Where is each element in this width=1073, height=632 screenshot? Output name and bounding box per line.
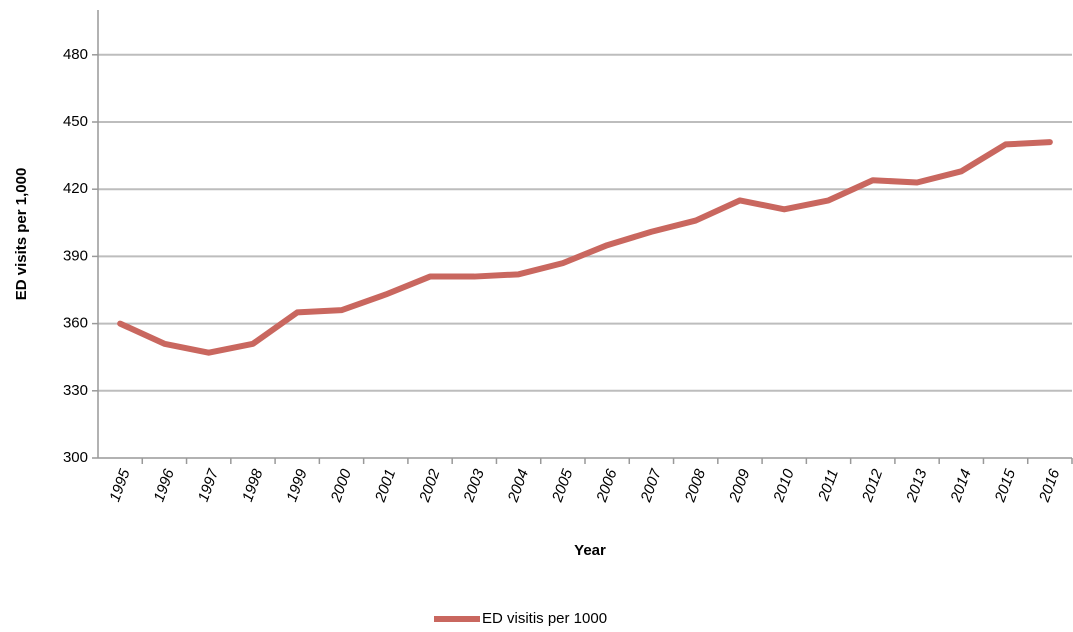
y-tick-label: 450	[63, 113, 88, 130]
y-tick-label: 420	[63, 180, 88, 197]
x-tick-label: 1996	[151, 466, 179, 504]
x-tick-label: 2016	[1036, 466, 1064, 505]
x-tick-label: 2012	[859, 466, 887, 505]
x-tick-label: 2005	[549, 466, 577, 505]
x-tick-label: 2009	[726, 466, 754, 505]
x-tick-label: 2001	[372, 467, 400, 505]
x-tick-label: 2006	[593, 466, 621, 505]
x-tick-label: 2011	[815, 467, 842, 504]
x-tick-label: 2007	[637, 466, 665, 505]
x-tick-label: 1999	[283, 466, 311, 504]
y-tick-label: 300	[63, 449, 88, 466]
x-tick-label: 2014	[947, 467, 975, 505]
x-tick-label: 2002	[416, 466, 444, 505]
x-tick-label: 2003	[460, 466, 488, 505]
x-tick-label: 2004	[504, 467, 532, 505]
x-tick-label: 2013	[903, 466, 931, 505]
line	[117, 139, 1053, 356]
x-tick-label: 1995	[106, 466, 134, 504]
x-tick-label: 1997	[195, 466, 223, 504]
x-tick-label: 2015	[991, 466, 1019, 505]
y-tick-label: 360	[63, 315, 88, 332]
y-tick-label: 480	[63, 46, 88, 63]
x-tick-label: 2000	[327, 466, 355, 505]
x-axis-title: Year	[574, 542, 606, 559]
y-axis-title: ED visits per 1,000	[13, 168, 30, 301]
y-tick-label: 390	[63, 247, 88, 264]
x-tick-label: 2008	[681, 466, 709, 505]
x-tick-label: 2010	[770, 466, 798, 505]
x-tick-label: 1998	[239, 466, 267, 504]
y-tick-label: 330	[63, 382, 88, 399]
legend-label: ED visitis per 1000	[482, 610, 607, 627]
